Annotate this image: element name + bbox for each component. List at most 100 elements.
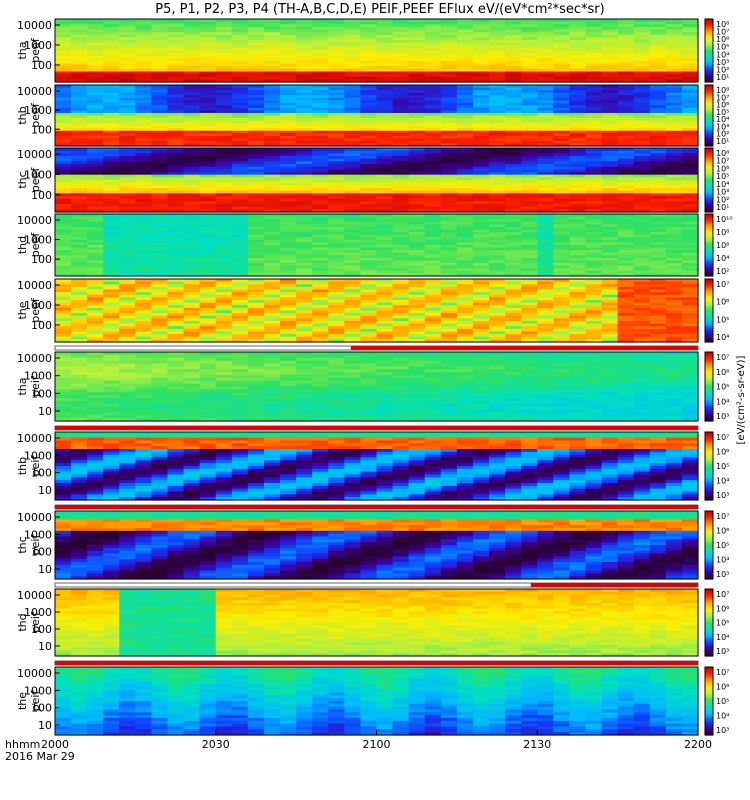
spectrogram-cell xyxy=(87,26,104,31)
spectrogram-cell xyxy=(569,37,587,41)
spectrogram-cell xyxy=(199,112,217,117)
spectrogram-cell xyxy=(505,292,522,296)
spectrogram-cell xyxy=(247,198,265,202)
spectrogram-cell xyxy=(215,221,233,225)
spectrogram-cell xyxy=(360,164,378,168)
colorbar-tick-label: 10⁶ xyxy=(716,164,729,173)
spectrogram-cell xyxy=(215,279,233,283)
spectrogram-cell xyxy=(71,174,88,178)
spectrogram-cell xyxy=(183,232,201,236)
spectrogram-cell xyxy=(167,193,185,197)
spectrogram-cell xyxy=(440,24,458,28)
spectrogram-cell xyxy=(649,107,667,112)
spectrogram-cell xyxy=(649,128,667,132)
colorbar-segment xyxy=(705,160,713,164)
spectrogram-cell xyxy=(344,255,362,259)
spectrogram-cell xyxy=(71,247,88,251)
spectrogram-cell xyxy=(440,79,458,83)
spectrogram-cell xyxy=(71,29,88,33)
spectrogram-cell xyxy=(489,55,506,59)
spectrogram-cell xyxy=(376,245,394,249)
spectrogram-cell xyxy=(280,216,297,220)
spectrogram-cell xyxy=(649,193,667,197)
spectrogram-cell xyxy=(71,112,88,117)
spectrogram-cell xyxy=(247,34,265,38)
spectrogram-cell xyxy=(665,206,683,210)
spectrogram-cell xyxy=(392,110,410,114)
spectrogram-cell xyxy=(247,138,265,142)
spectrogram-cell xyxy=(135,42,153,46)
spectrogram-cell xyxy=(280,318,297,322)
spectrogram-cell xyxy=(247,63,265,67)
spectrogram-cell xyxy=(344,164,362,168)
spectrogram-cell xyxy=(247,40,265,44)
spectrogram-cell xyxy=(231,245,249,249)
spectrogram-cell xyxy=(440,180,458,184)
spectrogram-cell xyxy=(183,100,201,104)
spectrogram-cell xyxy=(344,257,362,262)
spectrogram-cell xyxy=(424,239,442,244)
spectrogram-cell xyxy=(681,255,699,259)
spectrogram-cell xyxy=(376,252,394,256)
spectrogram-cell xyxy=(489,21,506,25)
spectrogram-cell xyxy=(263,268,281,272)
spectrogram-cell xyxy=(119,153,136,157)
spectrogram-cell xyxy=(505,237,522,241)
spectrogram-cell xyxy=(633,32,651,36)
spectrogram-cell xyxy=(456,289,474,293)
spectrogram-cell xyxy=(71,209,88,213)
spectrogram-cell xyxy=(617,182,635,186)
spectrogram-cell xyxy=(440,95,458,99)
spectrogram-cell xyxy=(215,263,233,267)
spectrogram-cell xyxy=(681,216,699,220)
colorbar-segment xyxy=(705,242,713,246)
spectrogram-cell xyxy=(183,135,201,139)
colorbar-segment xyxy=(705,65,713,68)
spectrogram-cell xyxy=(649,135,667,139)
spectrogram-cell xyxy=(392,206,410,210)
spectrogram-cell xyxy=(280,135,297,139)
spectrogram-cell xyxy=(247,216,265,220)
spectrogram-cell xyxy=(55,95,72,99)
spectrogram-cell xyxy=(199,95,217,99)
spectrogram-cell xyxy=(151,315,169,319)
spectrogram-cell xyxy=(424,302,442,306)
spectrogram-cell xyxy=(617,172,635,176)
spectrogram-cell xyxy=(681,68,699,73)
spectrogram-cell xyxy=(360,153,378,157)
spectrogram-cell xyxy=(71,284,88,288)
spectrogram-cell xyxy=(151,130,169,134)
spectrogram-cell xyxy=(263,120,281,124)
spectrogram-cell xyxy=(135,95,153,99)
spectrogram-cell xyxy=(151,257,169,262)
spectrogram-cell xyxy=(505,234,522,238)
spectrogram-cell xyxy=(215,242,233,246)
spectrogram-cell xyxy=(135,138,153,142)
spectrogram-cell xyxy=(537,50,554,54)
spectrogram-cell xyxy=(344,188,362,192)
spectrogram-cell xyxy=(665,221,683,225)
spectrogram-cell xyxy=(649,237,667,241)
y-axis-label: thb peef xyxy=(16,102,42,128)
spectrogram-cell xyxy=(247,229,265,233)
spectrogram-cell xyxy=(440,323,458,327)
spectrogram-cell xyxy=(489,226,506,231)
spectrogram-cell xyxy=(376,24,394,28)
spectrogram-cell xyxy=(151,66,169,70)
spectrogram-cell xyxy=(392,302,410,306)
spectrogram-cell xyxy=(71,226,88,231)
spectrogram-cell xyxy=(344,19,362,23)
spectrogram-cell xyxy=(87,255,104,259)
spectrogram-cell xyxy=(665,229,683,233)
spectrogram-cell xyxy=(601,55,619,59)
spectrogram-cell xyxy=(280,87,297,91)
spectrogram-cell xyxy=(521,250,538,254)
spectrogram-cell xyxy=(489,161,506,165)
spectrogram-cell xyxy=(199,85,217,89)
spectrogram-cell xyxy=(489,216,506,220)
spectrogram-cell xyxy=(103,209,120,213)
spectrogram-cell xyxy=(376,87,394,91)
spectrogram-cell xyxy=(280,55,297,59)
spectrogram-cell xyxy=(553,219,571,223)
spectrogram-cell xyxy=(601,115,619,119)
